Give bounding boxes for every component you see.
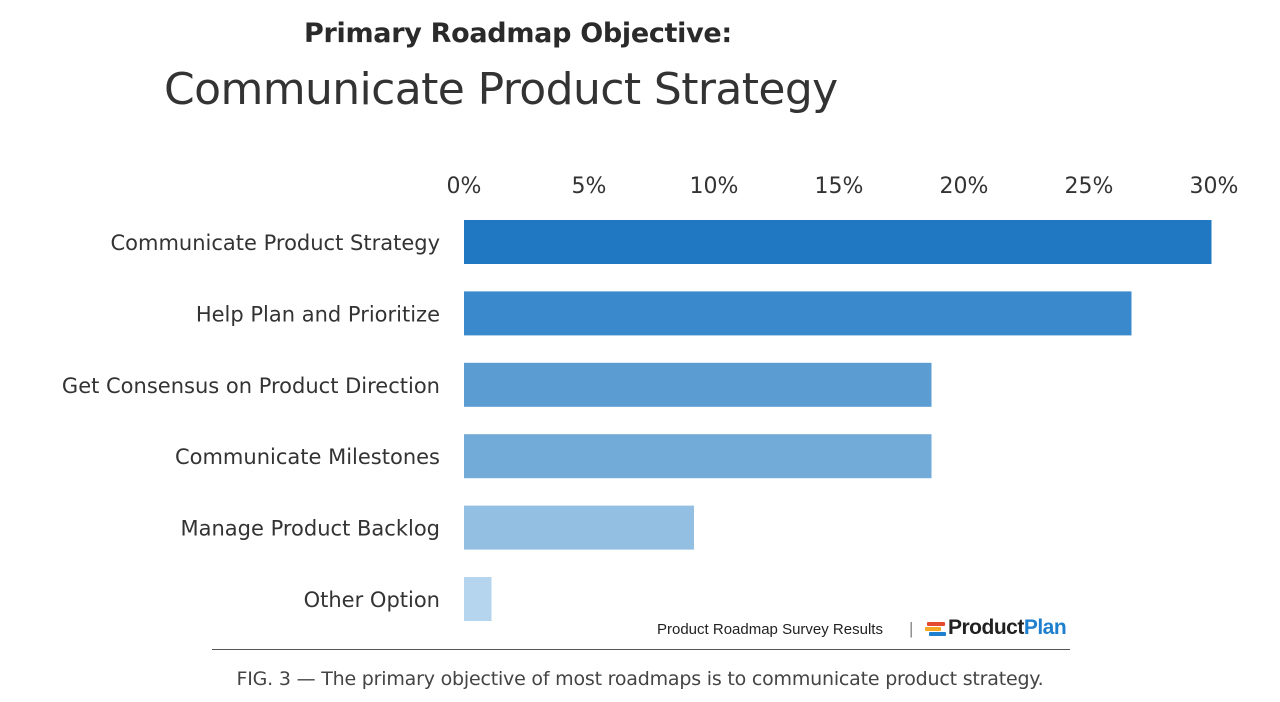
x-tick-label: 0% xyxy=(447,174,482,199)
chart-subtitle: Communicate Product Strategy xyxy=(164,64,838,115)
bar xyxy=(464,434,932,479)
x-tick-label: 25% xyxy=(1065,174,1114,199)
footer-divider xyxy=(212,649,1070,650)
chart-title: Primary Roadmap Objective: xyxy=(304,18,732,49)
category-label: Manage Product Backlog xyxy=(181,517,441,541)
bars xyxy=(464,220,1212,621)
x-tick-label: 20% xyxy=(940,174,989,199)
productplan-logo-icon xyxy=(925,619,947,637)
logo-text-plan: Plan xyxy=(1023,616,1067,639)
bar xyxy=(464,577,492,621)
figure-caption: FIG. 3 — The primary objective of most r… xyxy=(236,668,1044,690)
bar xyxy=(464,505,694,550)
category-label: Communicate Product Strategy xyxy=(110,231,440,255)
logo-text-product: Product xyxy=(948,616,1024,639)
bar xyxy=(464,362,932,407)
x-tick-label: 10% xyxy=(690,174,739,199)
bar xyxy=(464,291,1132,336)
x-tick-label: 30% xyxy=(1190,174,1239,199)
footer-separator: | xyxy=(909,619,914,638)
category-label: Get Consensus on Product Direction xyxy=(62,374,440,398)
x-tick-label: 5% xyxy=(572,174,607,199)
footer-source: Product Roadmap Survey Results xyxy=(657,621,883,638)
bar-chart: 0% 5% 10% 15% 20% 25% 30% Communicate Product … xyxy=(62,174,1239,621)
category-label: Other Option xyxy=(304,588,440,612)
x-tick-label: 15% xyxy=(815,174,864,199)
x-axis-ticks: 0% 5% 10% 15% 20% 25% 30% xyxy=(447,174,1239,199)
bar xyxy=(464,220,1212,264)
category-label: Help Plan and Prioritize xyxy=(196,302,440,326)
category-label: Communicate Milestones xyxy=(175,445,440,469)
productplan-logo: ProductPlan xyxy=(925,616,1067,640)
category-labels: Communicate Product Strategy Help Plan an… xyxy=(62,231,440,612)
